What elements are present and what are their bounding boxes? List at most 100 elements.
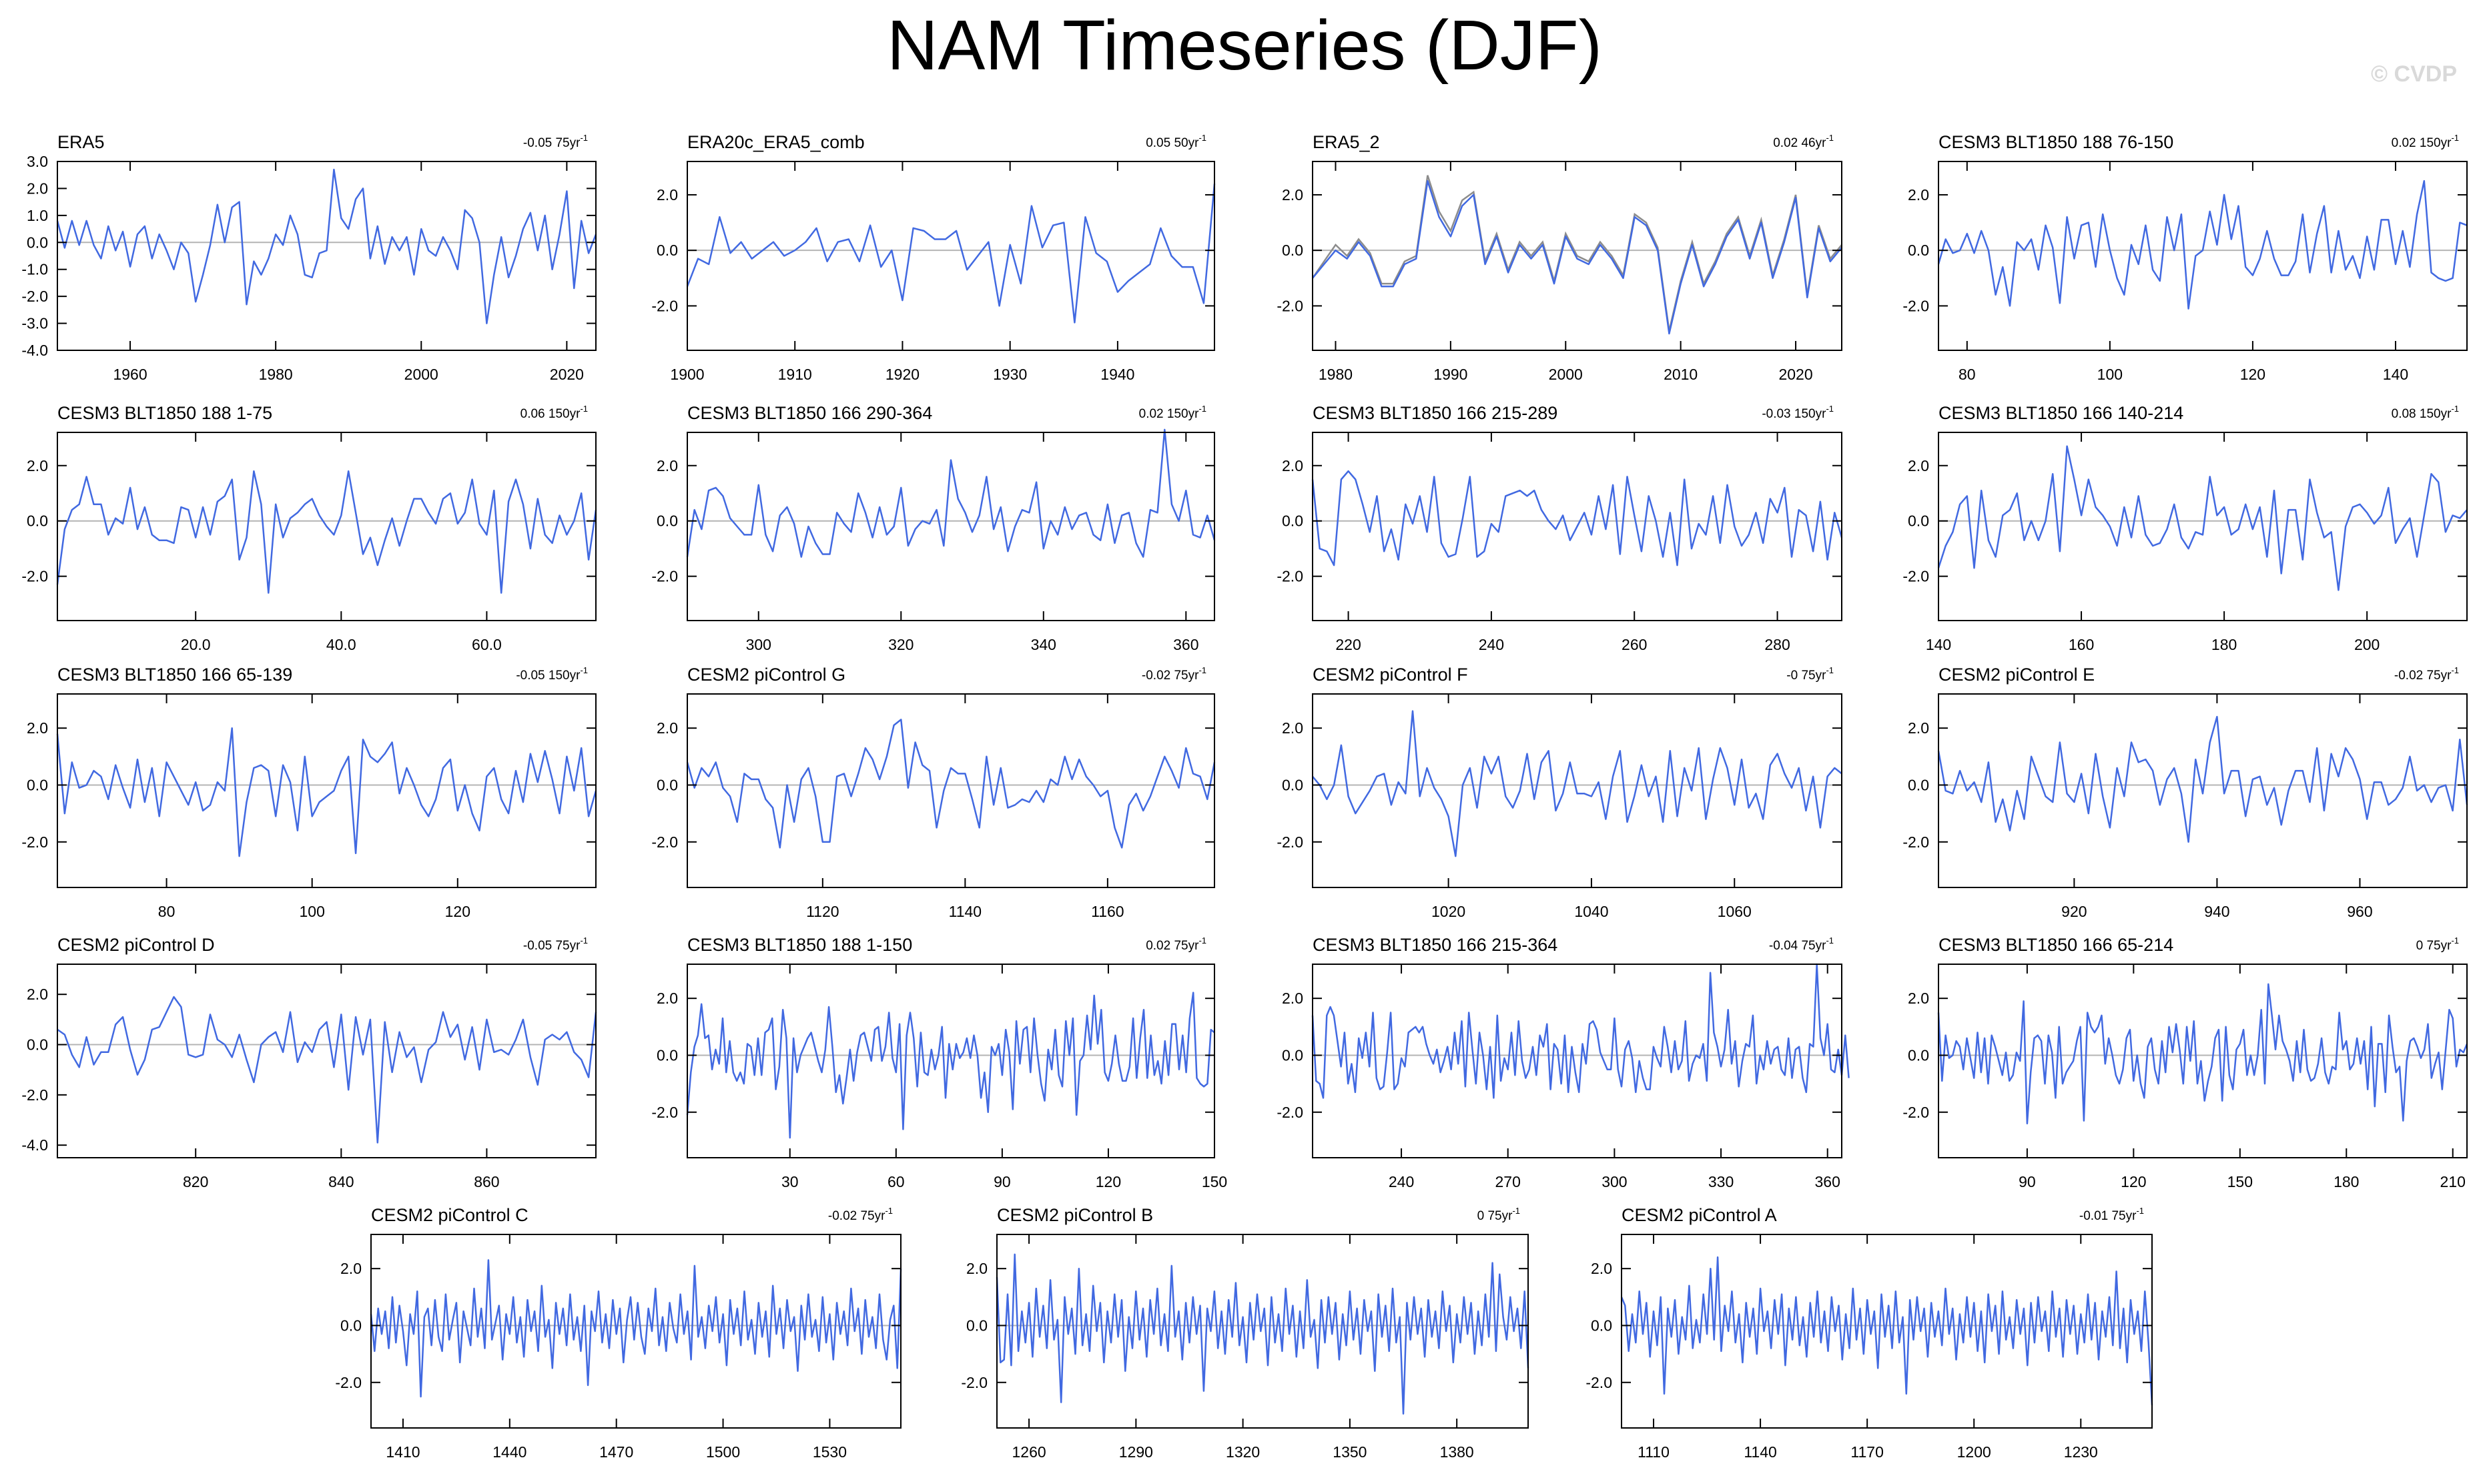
y-tick-label: 2.0: [1591, 1260, 1612, 1277]
y-tick-label: 2.0: [1908, 457, 1929, 474]
plot-frame: [996, 1234, 1529, 1429]
y-tick-label: 0.0: [1282, 512, 1303, 530]
plot-frame: [1938, 693, 2468, 888]
trend-label: 0.02 150yr-1: [1139, 404, 1206, 421]
y-tick-label: -4.0: [21, 342, 48, 359]
y-tick-label: 0.0: [1282, 242, 1303, 259]
plot-frame: [1312, 693, 1842, 888]
plot-frame: [57, 693, 597, 888]
y-tick-label: 0.0: [27, 1036, 48, 1054]
series-line: [1937, 445, 2468, 591]
x-tick-label: 90: [2019, 1173, 2036, 1190]
plot-frame: [57, 161, 597, 351]
panel-title: CESM3 BLT1850 188 1-150: [687, 935, 912, 955]
plot-frame: [687, 432, 1215, 621]
plot-frame: [1938, 161, 2468, 351]
series-line: [686, 992, 1215, 1139]
trend-label: -0.03 150yr-1: [1762, 404, 1834, 421]
trend-superscript: -1: [885, 1206, 893, 1216]
y-tick-label: 2.0: [27, 986, 48, 1003]
x-tick-label: 270: [1495, 1173, 1521, 1190]
panel-title: CESM3 BLT1850 188 76-150: [1938, 132, 2173, 152]
x-tick-label: 2020: [1778, 366, 1812, 383]
x-tick-label: 1990: [1433, 366, 1467, 383]
x-tick-label: 1980: [259, 366, 293, 383]
x-tick-label: 1920: [885, 366, 920, 383]
panel-title: CESM3 BLT1850 166 215-289: [1313, 403, 1557, 423]
y-tick-label: -2.0: [21, 1086, 48, 1104]
panel-title: CESM3 BLT1850 166 215-364: [1313, 935, 1557, 955]
series-line: [56, 470, 597, 594]
x-tick-label: 360: [1815, 1173, 1840, 1190]
plot-frame: [687, 161, 1215, 351]
trend-superscript: -1: [1198, 133, 1206, 143]
panel-title: CESM3 BLT1850 166 140-214: [1938, 403, 2183, 423]
x-tick-label: 80: [1959, 366, 1976, 383]
x-tick-label: 1260: [1012, 1443, 1046, 1461]
series-line-secondary: [1311, 175, 1842, 332]
x-tick-label: 1350: [1333, 1443, 1367, 1461]
x-tick-label: 1530: [813, 1443, 847, 1461]
y-tick-label: 0.0: [1908, 776, 1929, 793]
plot-frame: [1312, 432, 1842, 621]
plot-frame: [1621, 1234, 2153, 1429]
y-tick-label: -2.0: [335, 1374, 362, 1391]
y-tick-label: 2.0: [966, 1260, 988, 1277]
panel-title: CESM3 BLT1850 166 65-214: [1938, 935, 2173, 955]
x-tick-label: 120: [445, 903, 470, 920]
x-tick-label: 1170: [1850, 1443, 1883, 1461]
trend-label: 0.02 150yr-1: [2392, 133, 2459, 150]
y-tick-label: -2.0: [21, 833, 48, 851]
trend-superscript: -1: [580, 936, 588, 946]
x-tick-label: 1320: [1226, 1443, 1260, 1461]
x-tick-label: 1290: [1119, 1443, 1153, 1461]
y-tick-label: -4.0: [21, 1136, 48, 1154]
y-tick-label: -2.0: [1585, 1374, 1612, 1391]
x-tick-label: 120: [1096, 1173, 1121, 1190]
y-tick-label: 0.0: [657, 512, 678, 530]
series-line: [370, 1259, 902, 1398]
trend-superscript: -1: [1198, 404, 1206, 414]
x-tick-label: 2000: [404, 366, 438, 383]
x-tick-label: 320: [888, 636, 914, 653]
y-tick-label: 0.0: [657, 242, 678, 259]
panel-title: CESM3 BLT1850 166 290-364: [687, 403, 932, 423]
x-tick-label: 240: [1389, 1173, 1414, 1190]
y-tick-label: 2.0: [657, 990, 678, 1007]
x-tick-label: 1160: [1091, 903, 1124, 920]
y-tick-label: 2.0: [1282, 719, 1303, 737]
panel-title: CESM2 piControl E: [1938, 665, 2095, 685]
series-line: [1312, 710, 1842, 857]
x-tick-label: 120: [2240, 366, 2265, 383]
x-tick-label: 1140: [1744, 1443, 1776, 1461]
plot-frame: [1312, 964, 1842, 1158]
y-tick-label: 2.0: [1282, 457, 1303, 474]
y-tick-label: 0.0: [1282, 776, 1303, 793]
x-tick-label: 1380: [1440, 1443, 1474, 1461]
x-tick-label: 860: [474, 1173, 499, 1190]
x-tick-label: 160: [2069, 636, 2094, 653]
x-tick-label: 300: [746, 636, 771, 653]
x-tick-label: 220: [1335, 636, 1361, 653]
y-tick-label: 0.0: [657, 776, 678, 793]
trend-superscript: -1: [2136, 1206, 2144, 1216]
panel-title: CESM2 piControl D: [57, 935, 215, 955]
y-tick-label: -2.0: [1902, 297, 1929, 314]
x-tick-label: 240: [1479, 636, 1504, 653]
x-tick-label: 1900: [670, 366, 704, 383]
x-tick-label: 120: [2121, 1173, 2146, 1190]
trend-superscript: -1: [1826, 665, 1834, 675]
series-line: [56, 727, 597, 857]
y-tick-label: 2.0: [1282, 990, 1303, 1007]
panel-title: CESM2 piControl C: [371, 1205, 528, 1225]
x-tick-label: 1040: [1574, 903, 1608, 920]
series-line: [57, 996, 597, 1144]
trend-superscript: -1: [2451, 665, 2459, 675]
y-tick-label: 0.0: [27, 512, 48, 530]
x-tick-label: 60: [887, 1173, 905, 1190]
y-tick-label: 2.0: [1908, 990, 1929, 1007]
series-line: [1937, 179, 2468, 310]
series-line: [996, 1253, 1529, 1415]
x-tick-label: 30: [781, 1173, 799, 1190]
x-tick-label: 1020: [1431, 903, 1465, 920]
